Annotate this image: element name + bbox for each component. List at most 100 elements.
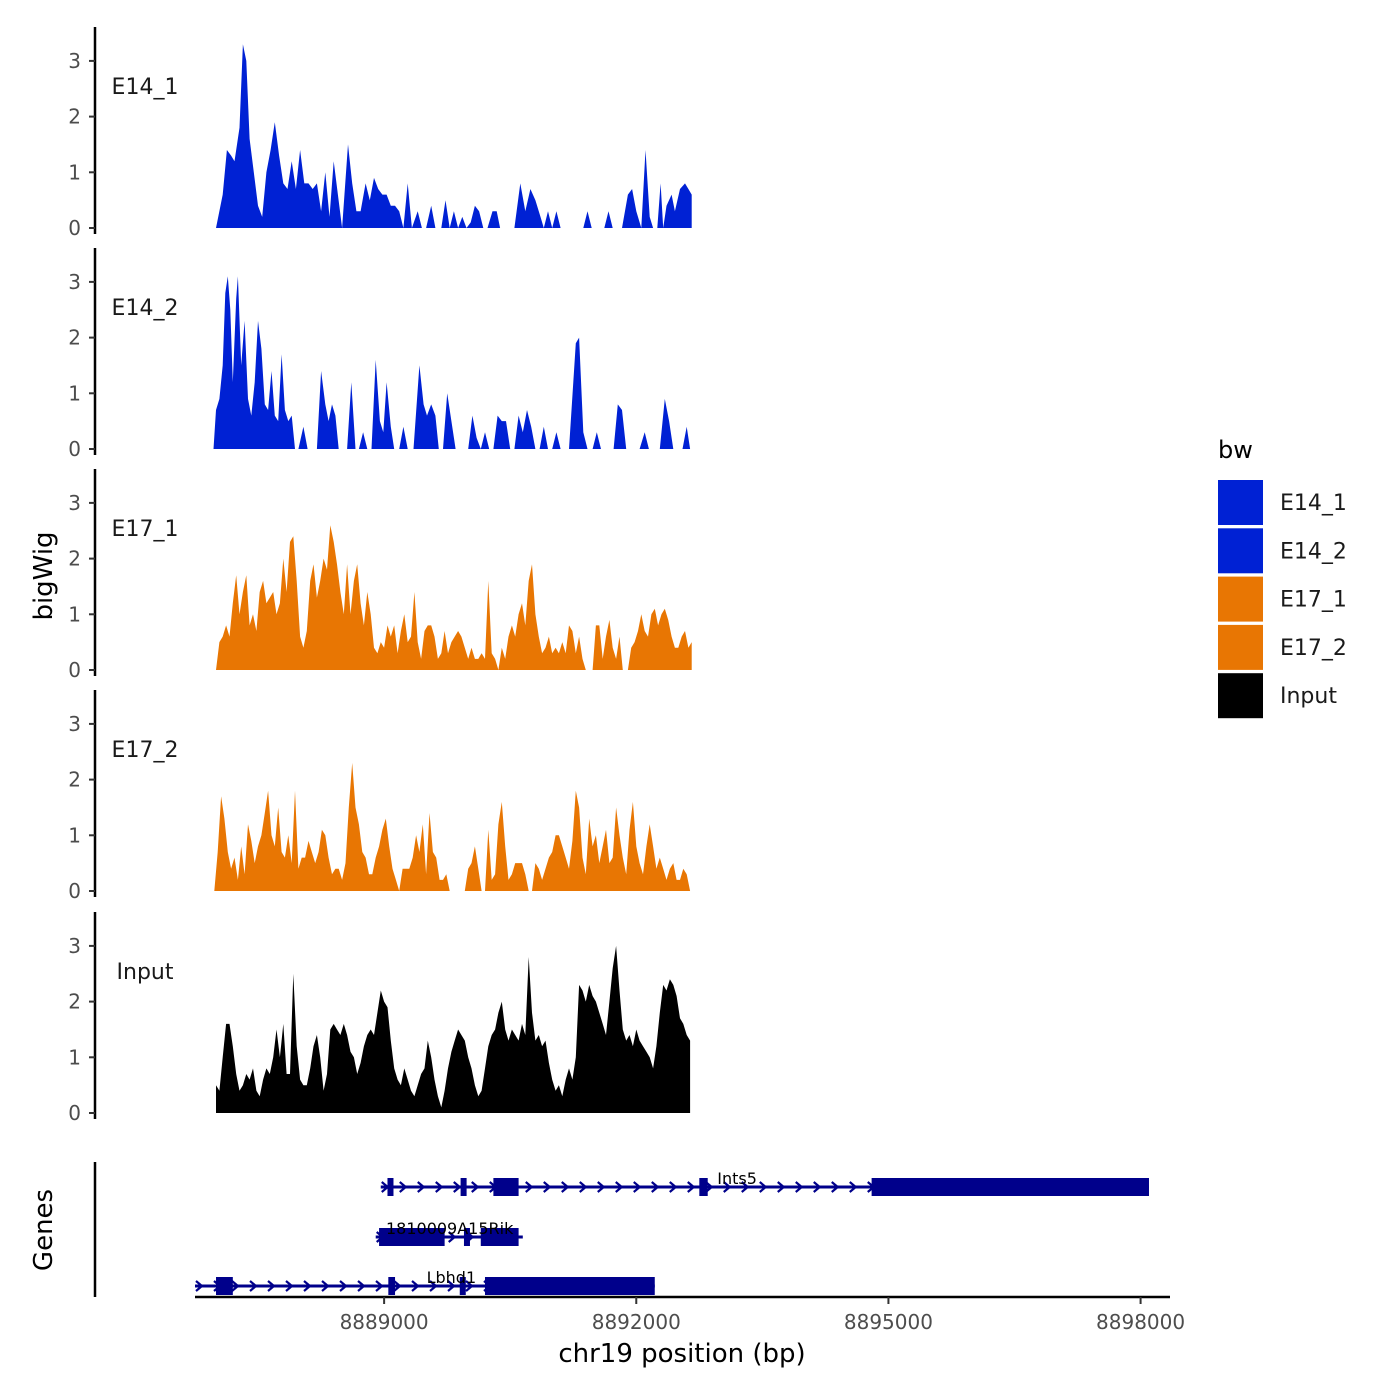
genes-axis-title: Genes xyxy=(29,1189,59,1271)
gene-exon xyxy=(379,1228,445,1246)
gene-Lbhd1: Lbhd1 xyxy=(195,1268,655,1295)
gene-annotation-panel: Ints5 1810009A15Rik Lbhd1 xyxy=(93,1162,1149,1297)
legend-entry-E14_2: E14_2 xyxy=(1218,528,1347,574)
legend-entry-Input: Input xyxy=(1218,673,1337,719)
strand-arrow xyxy=(795,1181,804,1193)
legend-entry-E14_1: E14_1 xyxy=(1218,480,1347,525)
strand-arrow xyxy=(375,1280,384,1292)
strand-arrow xyxy=(831,1181,840,1193)
legend-label: E17_1 xyxy=(1280,588,1347,613)
legend-swatch xyxy=(1218,480,1263,525)
x-tick-label: 8895000 xyxy=(844,1310,933,1334)
strand-arrow xyxy=(741,1181,750,1193)
x-axis: 8889000 8892000 8895000 8898000 xyxy=(195,1295,1185,1334)
y-tick-label: 2 xyxy=(68,547,81,571)
gene-exon xyxy=(484,1277,655,1295)
track-E14_2: 0 1 2 3 E14_2 xyxy=(68,248,691,461)
strand-arrow xyxy=(357,1280,366,1292)
x-axis-title: chr19 position (bp) xyxy=(558,1339,805,1369)
track-label: E17_1 xyxy=(112,517,179,542)
track-E17_1: 0 1 2 3 E17_1 xyxy=(68,469,692,682)
y-tick-label: 3 xyxy=(68,712,81,736)
y-tick-label: 0 xyxy=(68,437,81,461)
track-Input: 0 1 2 3 Input xyxy=(68,912,691,1125)
strand-arrow xyxy=(705,1181,714,1193)
strand-arrow xyxy=(321,1280,330,1292)
track-label: E14_2 xyxy=(112,296,179,321)
strand-arrow xyxy=(597,1181,606,1193)
gene-exon xyxy=(480,1228,519,1246)
y-tick-label: 1 xyxy=(68,381,81,405)
strand-arrow xyxy=(777,1181,786,1193)
strand-arrow xyxy=(435,1181,444,1193)
gene-exon xyxy=(871,1178,1149,1196)
y-tick-label: 3 xyxy=(68,270,81,294)
strand-arrow xyxy=(543,1181,552,1193)
track-label: E17_2 xyxy=(112,738,179,763)
strand-arrow xyxy=(339,1280,348,1292)
y-tick-label: 2 xyxy=(68,326,81,350)
area-Input xyxy=(216,945,691,1113)
strand-arrow xyxy=(471,1181,480,1193)
y-tick-label: 3 xyxy=(68,49,81,73)
strand-arrow xyxy=(651,1181,660,1193)
y-axis-title: bigWig xyxy=(29,531,59,620)
legend-entry-E17_2: E17_2 xyxy=(1218,624,1347,670)
legend-swatch xyxy=(1218,624,1263,670)
strand-arrow xyxy=(759,1181,768,1193)
strand-arrow xyxy=(303,1280,312,1292)
gene-label: 1810009A15Rik xyxy=(386,1219,514,1238)
y-tick-label: 3 xyxy=(68,491,81,515)
track-E17_2: 0 1 2 3 E17_2 xyxy=(68,690,691,903)
strand-arrow xyxy=(411,1280,420,1292)
strand-arrow xyxy=(525,1181,534,1193)
legend: bw E14_1 E14_2 E17_1 E17_2 Input xyxy=(1218,436,1347,719)
y-tick-label: 0 xyxy=(68,879,81,903)
legend-label: E14_1 xyxy=(1280,491,1347,516)
legend-label: Input xyxy=(1280,684,1337,709)
track-label: E14_1 xyxy=(112,75,179,100)
strand-arrow xyxy=(393,1280,402,1292)
strand-arrow xyxy=(195,1280,204,1292)
track-label: Input xyxy=(117,960,174,985)
strand-arrow xyxy=(267,1280,276,1292)
strand-arrow xyxy=(687,1181,696,1193)
strand-arrow xyxy=(633,1181,642,1193)
gene-exon xyxy=(216,1277,233,1295)
strand-arrow xyxy=(669,1181,678,1193)
area-E17_2 xyxy=(214,762,691,891)
gene-exon xyxy=(460,1178,467,1196)
legend-title: bw xyxy=(1218,436,1253,464)
strand-arrow xyxy=(849,1181,858,1193)
legend-swatch xyxy=(1218,528,1263,574)
x-tick-label: 8898000 xyxy=(1096,1310,1185,1334)
strand-arrow xyxy=(399,1181,408,1193)
y-tick-label: 2 xyxy=(68,990,81,1014)
x-tick-label: 8892000 xyxy=(592,1310,681,1334)
strand-arrow xyxy=(723,1181,732,1193)
strand-arrow xyxy=(448,1231,457,1243)
area-E14_2 xyxy=(213,276,691,449)
strand-arrow xyxy=(813,1181,822,1193)
gene-exon xyxy=(387,1178,394,1196)
strand-arrow xyxy=(231,1280,240,1292)
y-tick-label: 0 xyxy=(68,1101,81,1125)
strand-arrow xyxy=(615,1181,624,1193)
y-tick-label: 1 xyxy=(68,823,81,847)
legend-label: E17_2 xyxy=(1280,636,1347,661)
signal-tracks: 0 1 2 3 E14_1 0 1 2 3 E14_2 0 1 2 3 E17_1 0 1 2 3 E17_2 0 1 2 3… xyxy=(68,27,692,1125)
area-E14_1 xyxy=(216,44,692,229)
legend-swatch xyxy=(1218,673,1263,719)
gene-exon xyxy=(463,1228,470,1246)
strand-arrow xyxy=(453,1181,462,1193)
y-tick-label: 2 xyxy=(68,768,81,792)
y-tick-label: 0 xyxy=(68,658,81,682)
legend-swatch xyxy=(1218,576,1263,622)
gene-1810009A15Rik: 1810009A15Rik xyxy=(375,1219,523,1246)
area-E17_1 xyxy=(216,525,692,670)
y-tick-label: 0 xyxy=(68,216,81,240)
strand-arrow xyxy=(417,1181,426,1193)
strand-arrow xyxy=(447,1280,456,1292)
